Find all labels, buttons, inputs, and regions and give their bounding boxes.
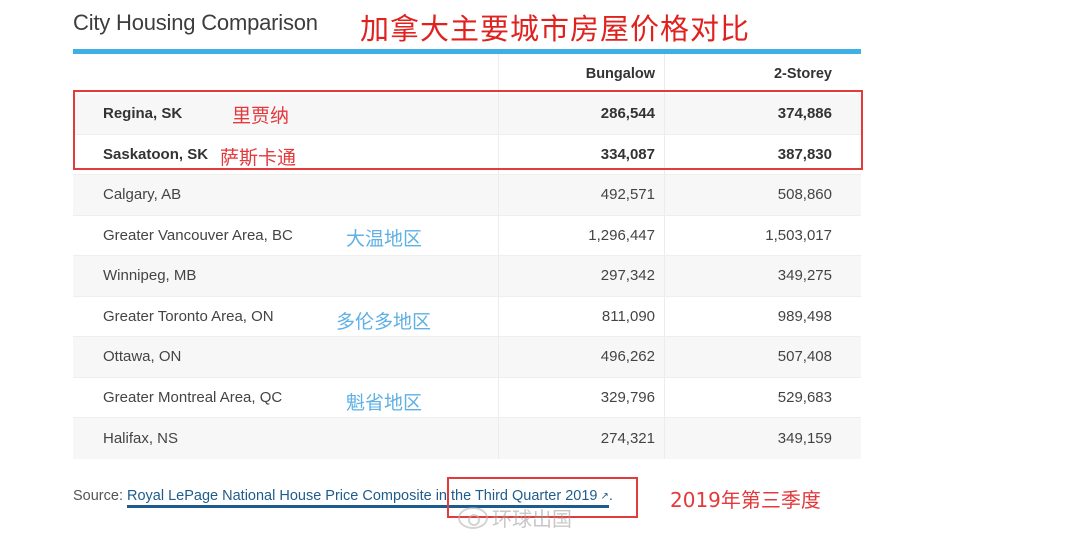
table-row: Winnipeg, MB 297,342 349,275 bbox=[73, 256, 861, 297]
annotation-saskatoon: 萨斯卡通 bbox=[220, 147, 297, 169]
source-link[interactable]: Royal LePage National House Price Compos… bbox=[127, 488, 609, 508]
title-accent-bar bbox=[73, 49, 861, 54]
city-name: Ottawa, ON bbox=[103, 348, 182, 366]
page-title: City Housing Comparison bbox=[73, 10, 318, 35]
table-row: Halifax, NS 274,321 349,159 bbox=[73, 418, 861, 459]
two-storey-price: 507,408 bbox=[777, 348, 832, 366]
bungalow-price: 811,090 bbox=[498, 296, 665, 336]
table-row: Greater Vancouver Area, BC 1,296,447 1,5… bbox=[73, 215, 861, 256]
watermark: 环球出国 bbox=[458, 503, 572, 532]
two-storey-price: 508,860 bbox=[777, 186, 832, 204]
weibo-icon bbox=[458, 506, 488, 529]
bungalow-price: 334,087 bbox=[498, 134, 665, 174]
title-annotation: 加拿大主要城市房屋价格对比 bbox=[360, 12, 751, 46]
city-name: Greater Montreal Area, QC bbox=[103, 388, 283, 406]
table-row: Greater Toronto Area, ON 811,090 989,498 bbox=[73, 296, 861, 337]
bungalow-price: 286,544 bbox=[498, 94, 665, 134]
city-name: Winnipeg, MB bbox=[103, 267, 197, 285]
housing-table: Bungalow 2-Storey Regina, SK 286,544 374… bbox=[73, 54, 861, 459]
city-name: Halifax, NS bbox=[103, 429, 179, 447]
two-storey-price: 529,683 bbox=[777, 388, 832, 406]
bungalow-price: 496,262 bbox=[498, 337, 665, 377]
two-storey-price: 349,275 bbox=[777, 267, 832, 285]
table-header-row: Bungalow 2-Storey bbox=[73, 54, 861, 94]
two-storey-price: 1,503,017 bbox=[765, 226, 832, 244]
bungalow-price: 297,342 bbox=[498, 256, 665, 296]
city-name: Regina, SK bbox=[103, 105, 183, 123]
source-label: Source: bbox=[73, 488, 123, 504]
annotation-toronto: 多伦多地区 bbox=[336, 311, 432, 333]
header-bungalow: Bungalow bbox=[498, 54, 665, 94]
bungalow-price: 274,321 bbox=[498, 418, 665, 459]
annotation-vancouver: 大温地区 bbox=[346, 228, 423, 250]
source-link-text[interactable]: Royal LePage National House Price Compos… bbox=[127, 488, 598, 504]
table-row: Calgary, AB 492,571 508,860 bbox=[73, 175, 861, 216]
annotation-regina: 里贾纳 bbox=[232, 105, 290, 127]
source-line: Source: Royal LePage National House Pric… bbox=[73, 488, 613, 508]
bungalow-price: 1,296,447 bbox=[498, 215, 665, 255]
two-storey-price: 387,830 bbox=[777, 145, 832, 163]
two-storey-price: 989,498 bbox=[777, 307, 832, 325]
annotation-montreal: 魁省地区 bbox=[346, 392, 423, 414]
two-storey-price: 349,159 bbox=[777, 429, 832, 447]
city-name: Calgary, AB bbox=[103, 186, 182, 204]
highlight-box-saskatchewan bbox=[73, 90, 863, 170]
table-row: Greater Montreal Area, QC 329,796 529,68… bbox=[73, 377, 861, 418]
table-row: Saskatoon, SK 334,087 387,830 bbox=[73, 134, 861, 175]
table-row: Ottawa, ON 496,262 507,408 bbox=[73, 337, 861, 378]
external-link-icon: ↗ bbox=[600, 491, 609, 502]
city-name: Greater Vancouver Area, BC bbox=[103, 226, 293, 244]
two-storey-price: 374,886 bbox=[777, 105, 832, 123]
bungalow-price: 492,571 bbox=[498, 175, 665, 215]
annotation-quarter: 2019年第三季度 bbox=[670, 488, 821, 512]
bungalow-price: 329,796 bbox=[498, 377, 665, 417]
city-name: Saskatoon, SK bbox=[103, 145, 209, 163]
city-name: Greater Toronto Area, ON bbox=[103, 307, 274, 325]
table-row: Regina, SK 286,544 374,886 bbox=[73, 94, 861, 135]
watermark-text: 环球出国 bbox=[492, 507, 572, 531]
header-two-storey: 2-Storey bbox=[773, 66, 832, 82]
highlight-box-quarter bbox=[447, 477, 638, 518]
source-trailing: . bbox=[608, 488, 613, 504]
